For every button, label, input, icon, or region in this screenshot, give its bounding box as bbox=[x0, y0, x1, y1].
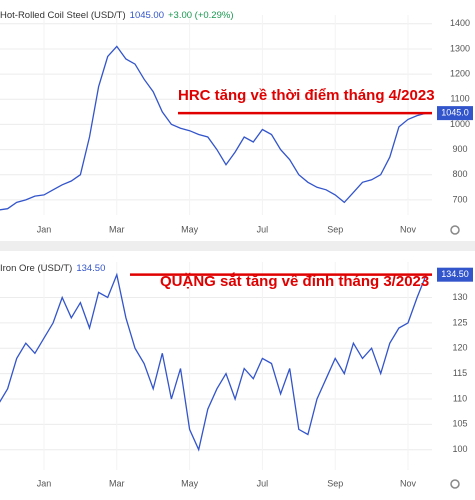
y-tick-label: 1100 bbox=[450, 94, 469, 104]
y-tick-label: 105 bbox=[452, 419, 467, 429]
price-line bbox=[0, 45, 427, 211]
y-tick-label: 120 bbox=[452, 343, 467, 353]
header-change: +3.00 (+0.29%) bbox=[168, 10, 234, 21]
price-tag bbox=[437, 267, 473, 282]
y-tick-label: 1300 bbox=[450, 43, 470, 53]
x-tick-label: Jul bbox=[257, 224, 269, 234]
x-tick-label: Nov bbox=[400, 478, 417, 488]
annotation: QUẶNG sắt tăng về đỉnh tháng 3/2023 bbox=[160, 272, 429, 290]
y-tick-label: 115 bbox=[453, 368, 467, 378]
settings-icon[interactable] bbox=[450, 225, 460, 235]
x-tick-label: Sep bbox=[327, 478, 343, 488]
y-tick-label: 1400 bbox=[450, 18, 470, 28]
price-tag-label: 134.50 bbox=[441, 269, 469, 279]
x-tick-label: Mar bbox=[109, 224, 125, 234]
x-tick-label: Jan bbox=[37, 224, 52, 234]
y-tick-label: 100 bbox=[452, 444, 467, 454]
header-price: 1045.00 bbox=[130, 10, 164, 21]
annotation: HRC tăng về thời điểm tháng 4/2023 bbox=[178, 87, 435, 104]
x-tick-label: May bbox=[181, 478, 199, 488]
price-line bbox=[0, 272, 427, 452]
x-tick-label: Mar bbox=[109, 478, 125, 488]
y-tick-label: 900 bbox=[452, 144, 467, 154]
x-tick-label: Sep bbox=[327, 224, 343, 234]
y-tick-label: 800 bbox=[452, 169, 467, 179]
x-tick-label: Jul bbox=[257, 478, 269, 488]
header-title: Hot-Rolled Coil Steel (USD/T) bbox=[0, 10, 126, 21]
header: Iron Ore (USD/T) 134.50 bbox=[0, 263, 105, 274]
price-tag-label: 1045.0 bbox=[441, 107, 469, 117]
y-tick-label: 700 bbox=[452, 194, 467, 204]
panel-divider bbox=[0, 241, 475, 251]
y-tick-label: 130 bbox=[452, 292, 467, 302]
x-tick-label: Nov bbox=[400, 224, 417, 234]
y-tick-label: 1000 bbox=[450, 119, 470, 129]
header-title: Iron Ore (USD/T) bbox=[0, 263, 72, 274]
y-tick-label: 1200 bbox=[450, 68, 470, 78]
x-tick-label: May bbox=[181, 224, 199, 234]
y-tick-label: 110 bbox=[453, 393, 467, 403]
y-tick-label: 125 bbox=[452, 317, 467, 327]
settings-icon[interactable] bbox=[450, 479, 460, 489]
header: Hot-Rolled Coil Steel (USD/T) 1045.00 +3.0… bbox=[0, 10, 234, 21]
header-price: 134.50 bbox=[76, 263, 105, 274]
x-tick-label: Jan bbox=[37, 478, 52, 488]
price-tag bbox=[437, 106, 473, 121]
